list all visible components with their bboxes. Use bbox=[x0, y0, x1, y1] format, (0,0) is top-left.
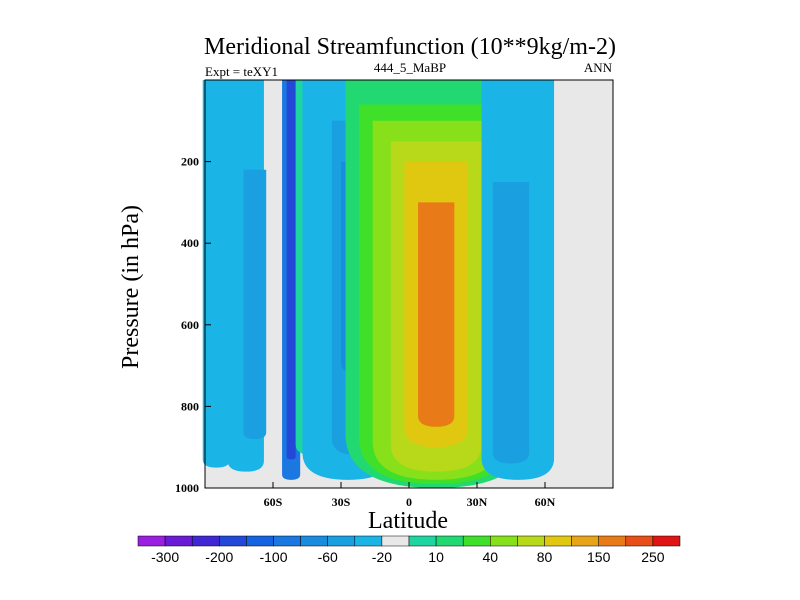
colorbar-label: 40 bbox=[483, 549, 499, 565]
experiment-label: Expt = teXY1 bbox=[205, 64, 278, 79]
x-tick-label: 0 bbox=[406, 495, 412, 509]
colorbar-label: 10 bbox=[428, 549, 444, 565]
colorbar-swatch bbox=[462, 535, 491, 547]
plot-area bbox=[202, 79, 614, 489]
period-label: 444_5_MaBP bbox=[374, 60, 446, 75]
colorbar-label: 80 bbox=[537, 549, 553, 565]
colorbar-swatch bbox=[327, 535, 356, 547]
colorbar-swatch bbox=[164, 535, 193, 547]
colorbar-label: 150 bbox=[587, 549, 611, 565]
y-tick-label: 400 bbox=[181, 236, 199, 250]
y-tick-label: 600 bbox=[181, 318, 199, 332]
colorbar-swatch bbox=[571, 535, 599, 547]
x-tick-label: 60S bbox=[264, 495, 283, 509]
colorbar-label: 250 bbox=[641, 549, 665, 565]
colorbar-swatch bbox=[435, 535, 464, 547]
x-tick-label: 30S bbox=[332, 495, 351, 509]
colorbar-swatch bbox=[490, 535, 518, 547]
y-axis: 200 400 600 800 1000 bbox=[175, 155, 211, 495]
colorbar-label: -200 bbox=[205, 549, 233, 565]
colorbar-label: -60 bbox=[318, 549, 338, 565]
contour-region-15 bbox=[418, 202, 455, 427]
x-tick-label: 60N bbox=[535, 495, 556, 509]
contour-region-4 bbox=[286, 80, 296, 460]
contour-region-17 bbox=[492, 182, 530, 464]
season-label: ANN bbox=[584, 60, 613, 75]
colorbar-swatch bbox=[517, 535, 545, 547]
contour-region-2 bbox=[243, 169, 267, 440]
colorbar-label: -20 bbox=[372, 549, 392, 565]
colorbar-swatch bbox=[219, 535, 247, 547]
colorbar-swatch bbox=[625, 535, 654, 547]
y-tick-label: 200 bbox=[181, 155, 199, 169]
colorbar-swatch bbox=[381, 535, 410, 547]
colorbar-label: -100 bbox=[259, 549, 287, 565]
colorbar-swatch bbox=[408, 535, 437, 547]
colorbar-label: -300 bbox=[151, 549, 179, 565]
chart-title: Meridional Streamfunction (10**9kg/m-2) bbox=[204, 34, 616, 60]
colorbar-swatch bbox=[544, 535, 572, 547]
y-tick-label: 1000 bbox=[175, 481, 199, 495]
colorbar-swatch bbox=[137, 535, 166, 547]
colorbar-swatch bbox=[598, 535, 627, 547]
contour-region-0 bbox=[202, 80, 230, 468]
colorbar-swatch bbox=[300, 535, 328, 547]
y-axis-title: Pressure (in hPa) bbox=[118, 205, 144, 369]
colorbar-swatch bbox=[191, 535, 220, 547]
y-tick-label: 800 bbox=[181, 399, 199, 413]
colorbar-swatch bbox=[354, 535, 383, 547]
colorbar-swatch bbox=[273, 535, 301, 547]
x-tick-label: 30N bbox=[467, 495, 488, 509]
colorbar-swatch bbox=[246, 535, 274, 547]
x-axis: 60S 30S 0 30N 60N bbox=[264, 482, 556, 509]
contour-layer bbox=[202, 80, 555, 488]
x-axis-title: Latitude bbox=[368, 508, 448, 534]
colorbar-swatch bbox=[652, 535, 681, 547]
colorbar: -300 -200 -100 -60 -20 10 40 80 150 250 bbox=[137, 535, 681, 565]
